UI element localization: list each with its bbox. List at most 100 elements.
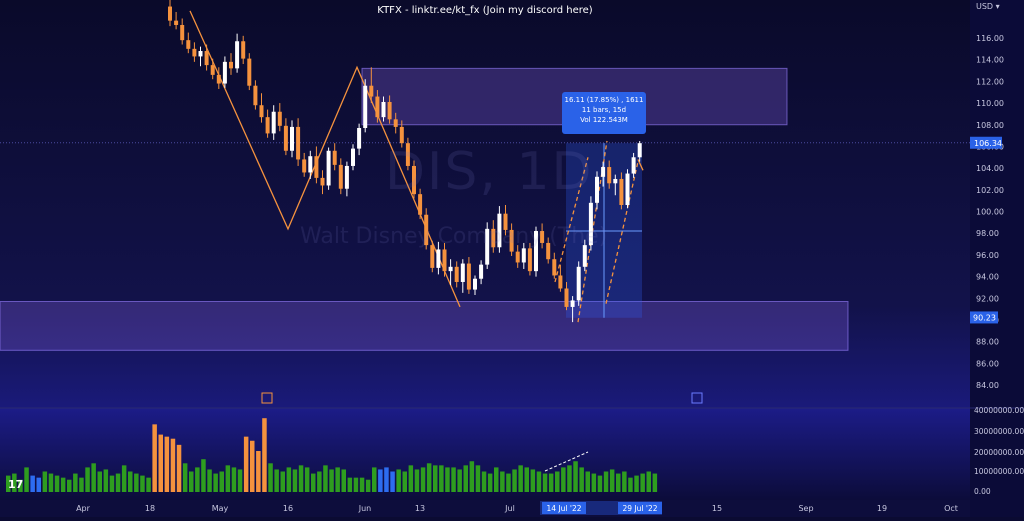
candle-body: [235, 41, 240, 69]
volume-bar: [256, 451, 261, 492]
candle-body: [308, 156, 313, 173]
time-start-text: 14 Jul '22: [547, 504, 582, 513]
volume-bar: [79, 477, 84, 492]
candle-body: [259, 105, 264, 118]
volume-bar: [640, 473, 645, 492]
candle-body: [168, 6, 172, 21]
volume-bar: [73, 473, 78, 492]
volume-bar: [182, 463, 188, 492]
candle-body: [393, 119, 398, 127]
volume-bar: [158, 434, 163, 492]
volume-bar: [500, 471, 505, 492]
volume-bar: [390, 471, 395, 492]
candle-body: [314, 156, 319, 178]
time-tick-label: 18: [145, 504, 155, 513]
volume-tick-label: 20000000.00: [974, 448, 1024, 457]
volume-bar: [603, 471, 609, 492]
candle-body: [186, 40, 191, 49]
candle-body: [302, 159, 307, 173]
volume-bar: [384, 467, 389, 492]
candle-body: [631, 157, 636, 174]
volume-bar: [567, 465, 572, 492]
candle-body: [399, 126, 404, 144]
price-tick-label: 98.00: [976, 229, 999, 238]
volume-trend-line: [544, 451, 589, 472]
candle-body: [521, 248, 526, 263]
candle-body: [387, 101, 392, 120]
volume-bar: [402, 471, 407, 492]
volume-bar: [628, 477, 633, 492]
volume-bar: [463, 465, 468, 492]
measure-volume: Vol 122.543M: [580, 116, 628, 124]
volume-bar: [292, 469, 298, 492]
tradingview-logo[interactable]: 17: [8, 478, 24, 491]
projection-line-right: [605, 161, 639, 304]
volume-bar: [341, 469, 346, 492]
volume-bar: [420, 467, 426, 492]
time-tick-label: Sep: [798, 504, 813, 513]
candle-body: [485, 228, 490, 265]
volume-tick-label: 40000000.00: [974, 406, 1024, 415]
volume-bar: [585, 471, 590, 492]
candle-body: [625, 173, 630, 205]
volume-bar: [42, 471, 48, 492]
candle-body: [296, 126, 301, 160]
volume-bar: [353, 477, 359, 492]
volume-bar: [616, 473, 621, 492]
volume-bar: [207, 469, 212, 492]
candle-body: [619, 178, 624, 205]
volume-bar: [219, 471, 224, 492]
measure-change: 16.11 (17.85%) , 1611: [564, 96, 644, 104]
volume-bar: [524, 467, 529, 492]
volume-tick-label: 0.00: [974, 487, 991, 496]
price-tick-label: 110.00: [976, 99, 1004, 108]
candle-body: [247, 58, 252, 86]
volume-bar: [548, 473, 554, 492]
zone-support: [0, 301, 849, 351]
candle-body: [381, 101, 386, 118]
volume-bar: [237, 469, 243, 492]
volume-bar: [609, 469, 615, 492]
candle-body: [363, 85, 368, 129]
time-tick-label: Apr: [76, 504, 91, 513]
price-tick-label: 114.00: [976, 56, 1004, 65]
candle-body: [326, 150, 331, 186]
volume-bar: [378, 469, 383, 492]
candle-body: [448, 266, 453, 272]
volume-bar: [85, 467, 90, 492]
candle-body: [607, 167, 612, 184]
price-tick-label: 96.00: [976, 251, 999, 260]
candle-body: [540, 231, 545, 243]
volume-bar: [408, 465, 414, 492]
candle-body: [192, 48, 197, 57]
volume-bar: [231, 467, 237, 492]
volume-bar: [481, 471, 487, 492]
volume-bar: [426, 463, 432, 492]
volume-bar: [152, 424, 157, 492]
price-tick-label: 108.00: [976, 121, 1004, 130]
volume-bar: [134, 473, 139, 492]
volume-bar: [512, 469, 517, 492]
volume-bar: [54, 475, 60, 492]
volume-bar: [250, 440, 255, 492]
time-tick-label: May: [212, 504, 229, 513]
volume-bar: [176, 444, 182, 492]
candle-body: [473, 278, 477, 290]
volume-bar: [433, 465, 438, 492]
volume-bar: [170, 438, 176, 492]
price-tick-label: 100.00: [976, 208, 1004, 217]
candle-body: [436, 249, 441, 268]
candle-body: [344, 165, 349, 189]
volume-bar: [579, 467, 584, 492]
volume-bar: [536, 471, 542, 492]
volume-bar: [530, 469, 536, 492]
volume-bar: [457, 469, 462, 492]
candle-body: [271, 111, 276, 134]
volume-bar: [286, 467, 292, 492]
volume-bar: [494, 467, 499, 492]
volume-bar: [6, 475, 11, 492]
price-tick-label: 84.00: [976, 381, 999, 390]
volume-bar: [298, 465, 304, 492]
